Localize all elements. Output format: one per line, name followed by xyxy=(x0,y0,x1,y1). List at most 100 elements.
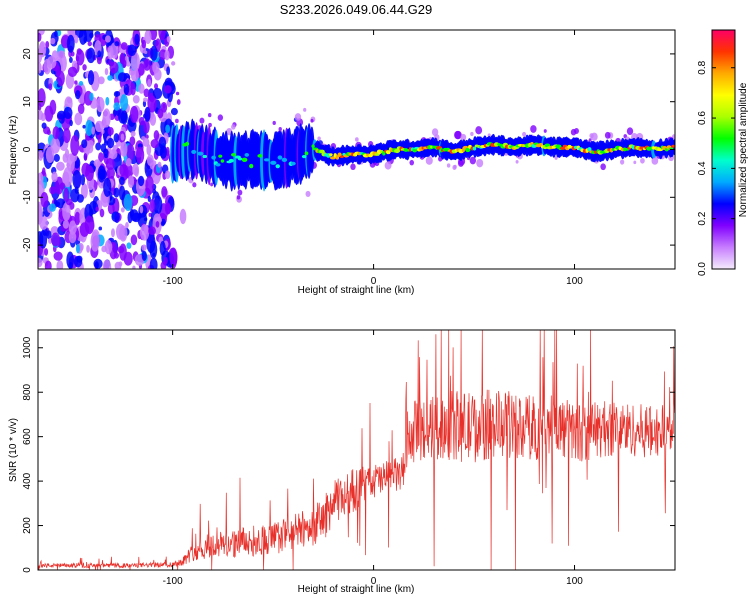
faint-blob xyxy=(651,156,659,165)
noise-blob xyxy=(150,138,159,149)
noise-blob xyxy=(84,215,95,235)
noise-blob xyxy=(38,62,42,74)
noise-blob xyxy=(141,39,147,49)
noise-blob xyxy=(171,61,176,66)
noise-blob xyxy=(139,205,144,214)
noise-blob xyxy=(46,55,57,69)
faint-blob xyxy=(305,190,311,197)
noise-blob xyxy=(147,78,152,88)
faint-blob xyxy=(425,156,433,165)
noise-blob xyxy=(107,45,114,60)
noise-blob xyxy=(119,94,129,112)
noise-blob xyxy=(87,140,94,149)
noise-blob xyxy=(89,208,94,217)
colorbar-tick-label: 0.0 xyxy=(697,262,708,276)
y-tick-label: 0 xyxy=(22,567,33,573)
noise-blob xyxy=(75,243,81,254)
faint-blob xyxy=(278,127,282,132)
noise-blob xyxy=(44,260,52,269)
noise-blob xyxy=(52,126,60,140)
noise-blob xyxy=(50,232,61,247)
noise-blob xyxy=(40,191,49,208)
faint-blob xyxy=(384,161,392,170)
noise-blob xyxy=(152,88,163,100)
faint-blob xyxy=(409,159,415,166)
noise-blob xyxy=(69,56,73,64)
noise-blob xyxy=(164,50,170,61)
noise-blob xyxy=(67,97,73,104)
noise-blob xyxy=(41,167,46,176)
noise-blob xyxy=(104,239,113,255)
signal-core xyxy=(244,153,250,157)
noise-blob xyxy=(38,257,43,268)
noise-blob xyxy=(38,172,44,185)
faint-blob xyxy=(554,156,558,160)
faint-blob xyxy=(469,156,477,165)
noise-blob xyxy=(74,211,81,226)
noise-blob xyxy=(53,154,60,162)
noise-blob xyxy=(118,261,123,267)
noise-blob xyxy=(45,40,50,49)
noise-blob xyxy=(96,56,102,65)
noise-blob xyxy=(105,158,115,171)
faint-blob xyxy=(231,124,236,130)
noise-blob xyxy=(80,183,88,199)
figure-title: S233.2026.049.06.44.G29 xyxy=(280,2,433,17)
noise-blob xyxy=(137,175,145,187)
y-tick-label: 10 xyxy=(22,96,33,108)
noise-blob xyxy=(74,80,78,85)
y-tick-label: 800 xyxy=(22,383,33,400)
noise-blob xyxy=(66,251,75,269)
noise-blob xyxy=(63,106,73,119)
signal-core xyxy=(185,141,190,146)
faint-blob xyxy=(530,125,537,133)
noise-blob xyxy=(99,208,105,218)
noise-blob xyxy=(69,119,73,127)
noise-blob xyxy=(51,171,58,183)
noise-blob xyxy=(54,176,64,195)
x-tick-label: -100 xyxy=(163,276,183,287)
noise-blob xyxy=(158,30,166,41)
signal-core xyxy=(385,150,391,155)
noise-blob xyxy=(90,231,100,252)
noise-blob xyxy=(150,45,158,61)
noise-blob xyxy=(120,110,128,125)
spectrogram-image xyxy=(38,30,675,269)
noise-blob xyxy=(109,149,118,160)
noise-blob xyxy=(68,231,77,244)
noise-blob xyxy=(176,99,181,106)
noise-blob xyxy=(70,51,75,57)
noise-blob xyxy=(96,97,105,113)
noise-blob xyxy=(107,202,115,215)
noise-blob xyxy=(95,120,104,133)
signal-core xyxy=(197,151,204,156)
noise-blob xyxy=(115,90,121,97)
x-tick-label: 100 xyxy=(566,576,583,587)
noise-blob xyxy=(50,37,56,45)
noise-blob xyxy=(115,223,125,240)
noise-blob xyxy=(48,83,53,91)
faint-blob xyxy=(317,136,321,141)
noise-blob xyxy=(138,116,145,126)
noise-blob xyxy=(38,203,41,214)
faint-blob xyxy=(350,163,356,171)
noise-blob xyxy=(80,174,86,186)
noise-blob xyxy=(127,175,135,189)
noise-blob xyxy=(39,216,49,230)
snr-series-line xyxy=(38,330,675,570)
noise-blob xyxy=(125,158,132,167)
signal-core xyxy=(465,147,471,153)
noise-blob xyxy=(159,145,167,159)
noise-blob xyxy=(159,241,166,256)
noise-blob xyxy=(56,161,65,171)
y-tick-label: 200 xyxy=(22,517,33,534)
noise-blob xyxy=(100,143,107,153)
noise-blob xyxy=(99,172,104,181)
noise-blob xyxy=(146,232,156,254)
noise-blob xyxy=(123,193,133,211)
noise-blob xyxy=(138,83,145,94)
noise-blob xyxy=(77,103,85,115)
noise-blob xyxy=(62,128,71,144)
noise-blob xyxy=(143,97,148,103)
